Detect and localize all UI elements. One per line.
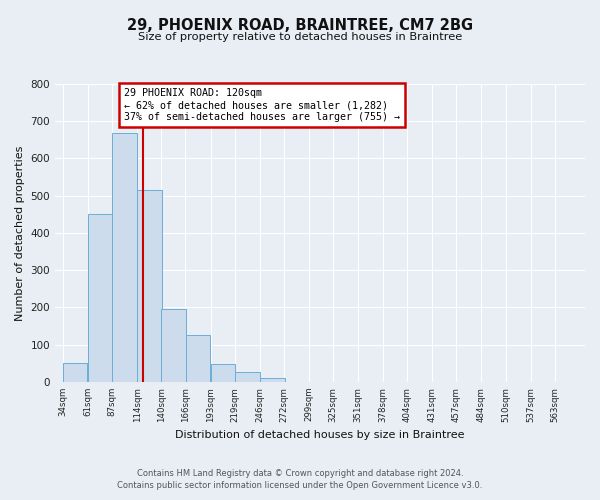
Text: 29, PHOENIX ROAD, BRAINTREE, CM7 2BG: 29, PHOENIX ROAD, BRAINTREE, CM7 2BG	[127, 18, 473, 32]
Text: 29 PHOENIX ROAD: 120sqm
← 62% of detached houses are smaller (1,282)
37% of semi: 29 PHOENIX ROAD: 120sqm ← 62% of detache…	[124, 88, 400, 122]
Bar	[185, 334, 211, 382]
Bar	[260, 378, 285, 382]
Bar	[112, 133, 137, 382]
Text: Contains public sector information licensed under the Open Government Licence v3: Contains public sector information licen…	[118, 481, 482, 490]
Y-axis label: Number of detached properties: Number of detached properties	[15, 146, 25, 320]
Bar	[161, 308, 186, 382]
Bar	[137, 190, 162, 382]
X-axis label: Distribution of detached houses by size in Braintree: Distribution of detached houses by size …	[175, 430, 465, 440]
Text: Size of property relative to detached houses in Braintree: Size of property relative to detached ho…	[138, 32, 462, 42]
Text: Contains HM Land Registry data © Crown copyright and database right 2024.: Contains HM Land Registry data © Crown c…	[137, 468, 463, 477]
Bar	[63, 364, 88, 382]
Bar	[211, 364, 235, 382]
Bar	[235, 372, 260, 382]
Bar	[88, 214, 113, 382]
